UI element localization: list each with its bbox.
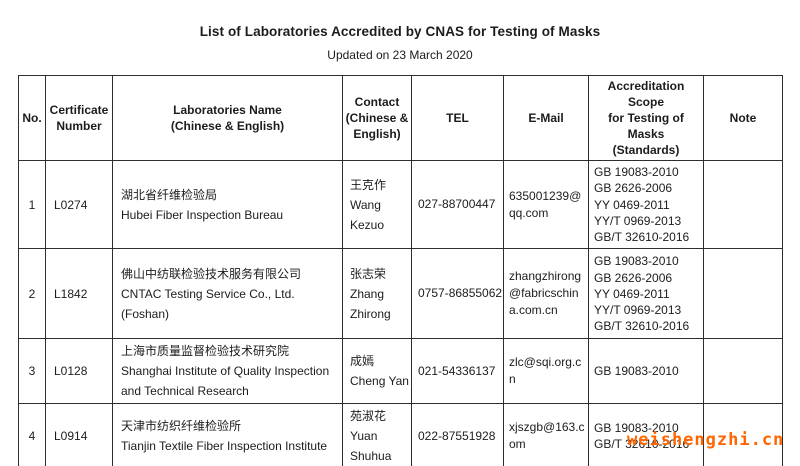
col-header-contact: Contact (Chinese & English) <box>342 75 412 161</box>
standard-line: GB 19083-2010 <box>594 165 679 179</box>
certificate-number-cell: L1842 <box>45 248 113 340</box>
contact-cell: 苑淑花 Yuan Shuhua <box>342 403 412 466</box>
email-cell: 635001239@qq.com <box>503 159 589 250</box>
standards-cell: GB 19083-2010 GB 2626-2006 YY 0469-2011 YY/… <box>588 159 704 250</box>
laboratory-name-english: CNTAC Testing Service Co., Ltd. (Foshan) <box>121 286 295 321</box>
standard-line: GB 19083-2010 <box>594 364 679 379</box>
standard-line: GB/T 32610-2016 <box>594 230 690 245</box>
contact-cell: 成嫣 Cheng Yan <box>342 338 412 405</box>
laboratory-name-cell: 天津市纺织纤维检验所 Tianjin Textile Fiber Inspect… <box>112 403 343 466</box>
row-number-cell: 3 <box>18 338 46 405</box>
col-header-accreditation-scope: Accreditation Scope for Testing of Masks… <box>588 75 704 161</box>
table-row: 2 L1842 佛山中纺联检验技术服务有限公司 CNTAC Testing Se… <box>18 248 783 340</box>
laboratory-name-english: Tianjin Textile Fiber Inspection Institu… <box>121 439 328 454</box>
table-body: 1 L0274 湖北省纤维检验局 Hubei Fiber Inspection … <box>18 159 783 466</box>
col-header-no: No. <box>18 75 46 161</box>
col-header-email: E-Mail <box>503 75 589 161</box>
tel-cell: 022-87551928 <box>411 403 504 466</box>
contact-cell: 王克作 Wang Kezuo <box>342 159 412 250</box>
laboratory-name-chinese: 上海市质量监督检验技术研究院 <box>121 344 290 359</box>
standard-line: GB 19083-2010 <box>594 421 679 436</box>
tel-cell: 027-88700447 <box>411 159 504 250</box>
note-cell <box>703 248 783 340</box>
email-cell: zlc@sqi.org.cn <box>503 338 589 405</box>
standard-line: GB 19083-2010 <box>594 254 679 269</box>
contact-name-chinese: 苑淑花 <box>350 409 387 424</box>
row-number-cell: 2 <box>18 248 46 340</box>
laboratory-name-cell: 上海市质量监督检验技术研究院 Shanghai Institute of Qua… <box>112 338 343 405</box>
standard-line: GB 2626-2006 <box>594 270 673 285</box>
contact-cell: 张志荣 Zhang Zhirong <box>342 248 412 340</box>
standard-line: GB/T 32610-2016 <box>594 319 690 334</box>
contact-name-english: Yuan Shuhua <box>350 429 392 464</box>
row-number-cell: 4 <box>18 403 46 466</box>
note-cell <box>703 403 783 466</box>
standard-line: YY/T 0969-2013 <box>594 303 682 318</box>
standard-line: YY/T 0969-2013 <box>594 213 682 228</box>
standards-cell: GB 19083-2010 GB/T 32610-2016 <box>588 403 704 466</box>
laboratory-name-chinese: 天津市纺织纤维检验所 <box>121 419 242 434</box>
row-number-cell: 1 <box>18 159 46 250</box>
contact-name-english: Cheng Yan <box>350 374 409 389</box>
contact-name-chinese: 成嫣 <box>350 354 375 369</box>
tel-cell: 021-54336137 <box>411 338 504 405</box>
note-cell <box>703 338 783 405</box>
laboratory-name-english: Shanghai Institute of Quality Inspection… <box>121 364 330 399</box>
watermark-site-link: weishengzhi.cn <box>627 430 785 450</box>
header-row: No. Certificate Number Laboratories Name… <box>18 75 783 161</box>
standard-line: GB 2626-2006 <box>594 181 673 196</box>
col-header-laboratories-name: Laboratories Name (Chinese & English) <box>112 75 343 161</box>
laboratory-name-english: Hubei Fiber Inspection Bureau <box>121 207 284 222</box>
certificate-number-cell: L0128 <box>45 338 113 405</box>
standards-cell: GB 19083-2010 GB 2626-2006 YY 0469-2011 YY/… <box>588 248 704 340</box>
standard-line: YY 0469-2011 <box>594 197 670 212</box>
standards-cell: GB 19083-2010 <box>588 338 704 405</box>
col-header-certificate-number: Certificate Number <box>45 75 113 161</box>
tel-cell: 0757-86855062 <box>411 248 504 340</box>
standard-line: GB/T 32610-2016 <box>594 437 690 452</box>
laboratory-name-chinese: 佛山中纺联检验技术服务有限公司 <box>121 266 302 281</box>
standard-line: YY 0469-2011 <box>594 286 670 301</box>
col-header-note: Note <box>703 75 783 161</box>
laboratory-name-cell: 佛山中纺联检验技术服务有限公司 CNTAC Testing Service Co… <box>112 248 343 340</box>
certificate-number-cell: L0914 <box>45 403 113 466</box>
col-header-tel: TEL <box>411 75 504 161</box>
table-row: 4 L0914 天津市纺织纤维检验所 Tianjin Textile Fiber… <box>18 403 783 466</box>
page-subtitle: Updated on 23 March 2020 <box>327 48 473 62</box>
laboratory-name-cell: 湖北省纤维检验局 Hubei Fiber Inspection Bureau <box>112 159 343 250</box>
table-header: No. Certificate Number Laboratories Name… <box>18 75 783 161</box>
contact-name-chinese: 王克作 <box>350 177 387 192</box>
table-row: 1 L0274 湖北省纤维检验局 Hubei Fiber Inspection … <box>18 159 783 250</box>
laboratory-name-chinese: 湖北省纤维检验局 <box>121 187 218 202</box>
contact-name-english: Zhang Zhirong <box>350 286 391 321</box>
table-row: 3 L0128 上海市质量监督检验技术研究院 Shanghai Institut… <box>18 338 783 405</box>
laboratories-table: No. Certificate Number Laboratories Name… <box>18 75 783 466</box>
email-cell: zhangzhirong@fabricschina.com.cn <box>503 248 589 340</box>
certificate-number-cell: L0274 <box>45 159 113 250</box>
page-title: List of Laboratories Accredited by CNAS … <box>199 24 601 39</box>
contact-name-chinese: 张志荣 <box>350 266 387 281</box>
contact-name-english: Wang Kezuo <box>350 197 385 232</box>
email-cell: xjszgb@163.com <box>503 403 589 466</box>
note-cell <box>703 159 783 250</box>
